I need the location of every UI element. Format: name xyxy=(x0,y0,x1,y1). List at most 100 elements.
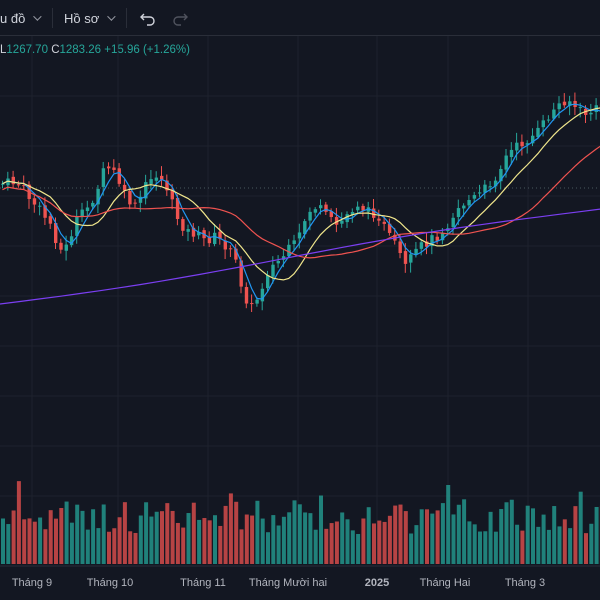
candle-body xyxy=(467,199,471,206)
candle-body xyxy=(541,120,545,128)
candle-body xyxy=(101,168,106,187)
candle-body xyxy=(197,232,201,236)
volume-bar xyxy=(446,484,451,564)
candle-body xyxy=(440,233,445,241)
candle-body xyxy=(456,208,461,217)
ohlc-legend: L1267.70 C1283.26 +15.96 (+1.26%) xyxy=(0,44,190,56)
legend-close-key: C xyxy=(51,44,60,56)
x-tick-label: 2025 xyxy=(365,577,389,589)
volume-bar xyxy=(260,518,265,564)
moving-averages xyxy=(0,103,600,305)
volume-bar xyxy=(319,495,323,564)
candle-body xyxy=(345,214,349,223)
volume-bar xyxy=(403,511,408,564)
volume-bar xyxy=(228,493,233,564)
candle-body xyxy=(170,189,174,200)
candle-body xyxy=(276,260,280,264)
candle-body xyxy=(255,299,259,304)
candle-body xyxy=(478,192,482,194)
chevron-down-icon xyxy=(107,12,116,21)
candle-body xyxy=(244,287,249,304)
volume-bar xyxy=(80,510,85,564)
volume-bar xyxy=(271,515,276,564)
candle-body xyxy=(43,205,47,218)
candle-body xyxy=(414,248,418,255)
candle-body xyxy=(160,175,164,180)
candle-body xyxy=(499,168,503,182)
candle-body xyxy=(48,216,53,224)
volume-bar xyxy=(372,523,376,564)
volume-bar xyxy=(59,507,64,564)
candle-body xyxy=(462,205,466,209)
volume-bar xyxy=(27,518,32,564)
candle-body xyxy=(578,107,583,109)
candle-body xyxy=(239,260,243,287)
volume-bar xyxy=(117,517,122,564)
volume-bar xyxy=(207,520,212,564)
legend-close-value: 1283.26 xyxy=(59,44,102,56)
volume-bar xyxy=(552,506,557,564)
volume-bar xyxy=(112,528,117,564)
price-chart[interactable]: Tháng 9 Tháng 10 Tháng 11 Tháng Mười hai 202… xyxy=(0,36,600,600)
volume-bar xyxy=(287,512,292,564)
candle-body xyxy=(38,205,42,207)
volume-bar xyxy=(250,515,255,564)
candle-body xyxy=(377,218,381,221)
volume-bar xyxy=(584,533,588,564)
candle-body xyxy=(488,186,492,188)
candle-body xyxy=(133,202,137,204)
candle-body xyxy=(562,101,567,106)
volume-bar xyxy=(541,514,546,564)
candle-body xyxy=(234,248,238,260)
candle-body xyxy=(122,184,127,191)
volume-bar xyxy=(223,505,228,564)
volume-bar xyxy=(48,510,53,564)
volume-bar xyxy=(202,518,207,564)
candle-body xyxy=(361,205,365,211)
volume-bar xyxy=(377,520,382,564)
profile-menu-label: Hồ sơ xyxy=(64,10,100,26)
volume-bar xyxy=(398,504,403,564)
volume-bar xyxy=(75,504,80,564)
candle-body xyxy=(324,204,328,212)
candle-body xyxy=(557,103,561,110)
candle-body xyxy=(6,178,10,186)
redo-button[interactable] xyxy=(170,8,190,28)
candle-body xyxy=(520,141,524,147)
volume-bar xyxy=(43,529,48,564)
redo-icon xyxy=(173,13,188,26)
volume-bar xyxy=(340,512,345,564)
candle-body xyxy=(292,240,296,245)
volume-bar xyxy=(308,513,313,564)
candle-body xyxy=(218,231,222,239)
volume-bar xyxy=(160,511,164,564)
candle-body xyxy=(117,168,121,184)
candle-body xyxy=(64,244,68,251)
volume-bar xyxy=(467,521,472,564)
volume-bar xyxy=(303,512,308,564)
undo-button[interactable] xyxy=(138,8,158,28)
chart-menu-button[interactable]: u đồ xyxy=(0,6,42,30)
candle-body xyxy=(531,135,535,144)
candle-body xyxy=(59,242,63,250)
candle-body xyxy=(107,166,111,169)
profile-menu-button[interactable]: Hồ sơ xyxy=(64,6,116,30)
candle-body xyxy=(165,180,169,191)
volume-bar xyxy=(218,525,223,564)
candle-body xyxy=(451,217,455,228)
candle-body xyxy=(308,211,312,221)
candle-body xyxy=(546,119,551,121)
volume-bar xyxy=(520,530,525,564)
candle-body xyxy=(213,232,217,245)
ma-fast-line xyxy=(2,103,600,300)
candle-body xyxy=(303,221,307,235)
volume-bar xyxy=(435,510,440,564)
top-toolbar: u đồ Hồ sơ xyxy=(0,0,600,36)
candle-body xyxy=(356,206,360,211)
volume-bar xyxy=(191,502,196,564)
x-tick-label: Tháng 10 xyxy=(87,577,133,589)
volume-bar xyxy=(64,501,69,564)
volume-bar xyxy=(546,529,551,564)
volume-bar xyxy=(266,532,270,564)
volume-bar xyxy=(356,533,361,564)
